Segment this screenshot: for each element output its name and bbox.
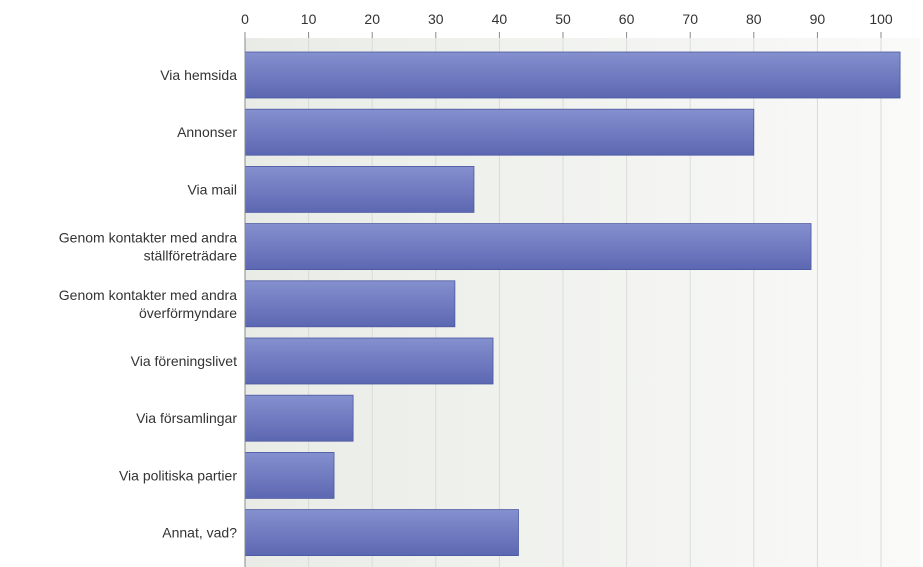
bar: [244, 394, 354, 442]
bar: [244, 51, 901, 99]
category-label: Genom kontakter med andra överförmyndare: [59, 287, 237, 321]
x-axis-ticks: 0 10 20 30 40 50 60 70 80 90 100: [241, 11, 893, 38]
x-tick-label: 10: [301, 11, 317, 27]
bar: [244, 165, 475, 213]
x-tick-label: 80: [746, 11, 762, 27]
category-label: Via församlingar: [136, 410, 237, 426]
category-label: Annat, vad?: [162, 525, 237, 541]
x-tick-label: 40: [492, 11, 508, 27]
bar: [244, 280, 456, 328]
x-tick-label: 90: [810, 11, 826, 27]
bar: [244, 223, 812, 271]
category-labels: Via hemsida Annonser Via mail Genom kontakt…: [59, 67, 238, 541]
category-label: Via politiska partier: [119, 467, 237, 483]
category-label: Via mail: [187, 181, 237, 197]
x-tick-label: 70: [682, 11, 698, 27]
category-label: Via föreningslivet: [131, 353, 237, 369]
x-tick-label: 100: [869, 11, 893, 27]
x-tick-label: 0: [241, 11, 249, 27]
bar: [244, 509, 519, 557]
bar: [244, 337, 494, 385]
x-tick-label: 20: [364, 11, 380, 27]
bar: [244, 108, 755, 156]
category-label: Via hemsida: [160, 67, 237, 83]
x-tick-label: 30: [428, 11, 444, 27]
bars: [244, 51, 901, 557]
x-tick-label: 60: [619, 11, 635, 27]
bar: [244, 451, 335, 499]
category-label: Genom kontakter med andra ställföreträdar…: [59, 230, 237, 264]
category-label: Annonser: [177, 124, 237, 140]
x-tick-label: 50: [555, 11, 571, 27]
